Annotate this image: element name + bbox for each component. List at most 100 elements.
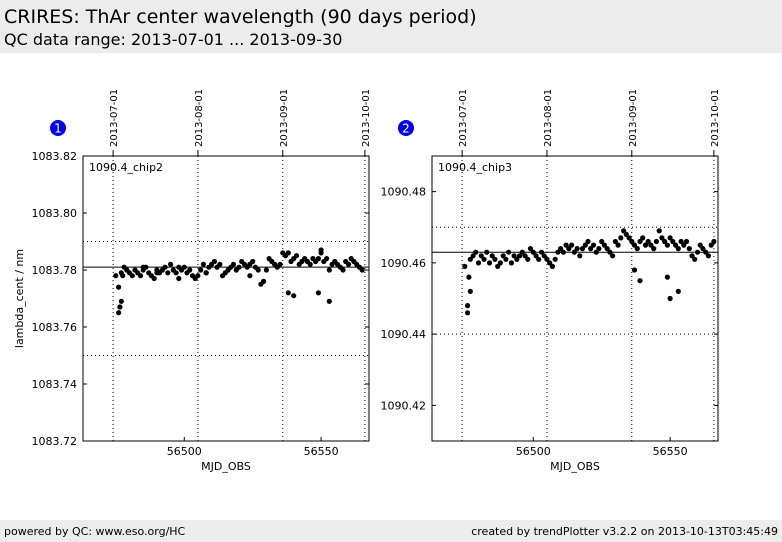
chart2-data-point: [705, 253, 712, 259]
chart1-data-point: [285, 250, 291, 256]
chart2-data-point: [596, 246, 602, 252]
chart2-data-point: [495, 263, 501, 269]
chart1-data-point: [236, 264, 242, 270]
chart1-date-tick-label: 2013-08-01: [194, 89, 205, 147]
chart2-data-point: [467, 288, 473, 294]
chart2-data-point: [517, 253, 523, 259]
chart2-y-tick-label: 1090.42: [381, 399, 427, 412]
chart2-data-point: [563, 242, 569, 248]
chart1-data-point: [187, 267, 193, 273]
trend-plots: 1 2013-07-01 2013-08-01 2013-09-01 2013-10-0…: [13, 89, 721, 473]
chart2-data-point: [607, 249, 613, 255]
chart2-data-point: [667, 295, 673, 302]
chart2-data-point: [631, 242, 638, 248]
chart2-data-point: [645, 238, 651, 245]
chart2-data-point: [637, 278, 643, 284]
chart1-data-point: [195, 273, 201, 279]
chart2-x-axis-label: MJD_OBS: [550, 460, 600, 473]
chart2-data-point: [475, 260, 482, 266]
chart2-data-point: [574, 246, 580, 252]
chart2-data-point: [601, 242, 608, 248]
chart1-data-point: [118, 298, 124, 304]
chart2-data-point: [506, 249, 512, 255]
chart2-data-point: [618, 235, 624, 241]
chart2-data-point: [527, 246, 534, 252]
chart2-data-point: [692, 256, 698, 262]
chart2-data-point: [536, 256, 542, 262]
chart2-data-point: [651, 246, 657, 252]
chart2-data-point: [631, 267, 638, 273]
chart2-data-point: [621, 228, 627, 234]
chart1-data-point: [230, 261, 237, 267]
chart1-data-point: [326, 298, 332, 304]
chart2-data-point: [530, 249, 536, 255]
chart2-date-tick-label: 2013-08-01: [543, 89, 554, 147]
chart1-badge-circle: [50, 120, 66, 136]
chart2-data-point: [582, 242, 588, 248]
chart2-date-tick-label: 2013-07-01: [458, 89, 469, 147]
chart1-data-point: [165, 270, 171, 276]
chart1-data-point: [217, 261, 223, 267]
chart2-data-point: [648, 242, 654, 248]
chart2-data-point: [703, 249, 709, 255]
chart2-data-point: [522, 253, 528, 259]
chart2-data-point: [473, 249, 479, 255]
chart2-data-point: [519, 249, 525, 255]
chart2-data-point: [694, 249, 701, 255]
chart1-data-point: [340, 267, 346, 273]
chart2-data-point: [640, 235, 646, 241]
chart1-data-point: [326, 267, 332, 273]
chart1-date-tick-label: 2013-09-01: [279, 89, 290, 147]
chart1-data-point: [162, 264, 168, 270]
chart2-data-point: [508, 260, 514, 266]
chart2-data-point: [634, 246, 640, 252]
chart1-data-point: [168, 261, 174, 267]
chart1-date-tick-label: 2013-07-01: [109, 89, 120, 147]
chart1-y-tick-label: 1083.72: [32, 435, 78, 448]
chart2-data-point: [700, 246, 706, 252]
chart2-data-point: [547, 260, 553, 266]
chart2-data-point: [555, 249, 561, 255]
chart2-data-point: [659, 235, 665, 241]
chart1-y-tick-label: 1083.80: [32, 207, 78, 220]
chart1-data-point: [324, 256, 330, 262]
chart2-data-point: [590, 242, 597, 248]
chart2-data-point: [533, 253, 539, 259]
chart2-data-point: [673, 242, 679, 248]
chart2-data-point: [615, 242, 621, 248]
chart1-data-point: [198, 267, 204, 273]
chart2-y-tick-label: 1090.44: [381, 328, 427, 341]
chart2-data-point: [708, 242, 714, 248]
chart1-data-point: [307, 261, 313, 267]
chart1-data-point: [140, 264, 146, 270]
chart1-y-tick-label: 1083.74: [32, 378, 78, 391]
chart1-y-axis-label: lambda_cent / nm: [13, 249, 26, 348]
chart2-data-point: [560, 249, 567, 255]
chart2-data-point: [486, 260, 493, 266]
chart2-data-point: [465, 310, 471, 316]
chart1-badge-number: 1: [54, 122, 62, 136]
chart1-data-point: [315, 290, 321, 296]
chart2-data-point: [664, 274, 671, 280]
chart2-data-point: [541, 253, 547, 259]
chart2-data-point: [511, 253, 517, 259]
chart2-data-point: [675, 288, 681, 294]
chart1-data-point: [200, 261, 206, 267]
chart2-data-point: [681, 242, 687, 248]
chart2-data-point: [467, 256, 473, 262]
chart2-data-point: [678, 238, 684, 245]
header-band: CRIRES: ThAr center wavelength (90 days …: [0, 0, 782, 53]
chart1-data-point: [203, 270, 209, 276]
chart1-data-point: [250, 258, 256, 265]
chart1-plot-frame: [82, 155, 370, 442]
chart2-x-tick-label: 56500: [516, 445, 551, 458]
chart2-badge-number: 2: [402, 122, 410, 136]
chart1-data-point: [181, 264, 187, 270]
chart2-data-point: [492, 256, 498, 262]
chart2-plot-frame: [431, 155, 719, 442]
chart2-data-point: [662, 238, 668, 245]
chart1-data-point: [154, 270, 160, 276]
chart1-data-point: [151, 275, 157, 282]
chart2-y-tick-label: 1090.46: [381, 257, 427, 270]
chart2-data-point: [612, 238, 619, 245]
